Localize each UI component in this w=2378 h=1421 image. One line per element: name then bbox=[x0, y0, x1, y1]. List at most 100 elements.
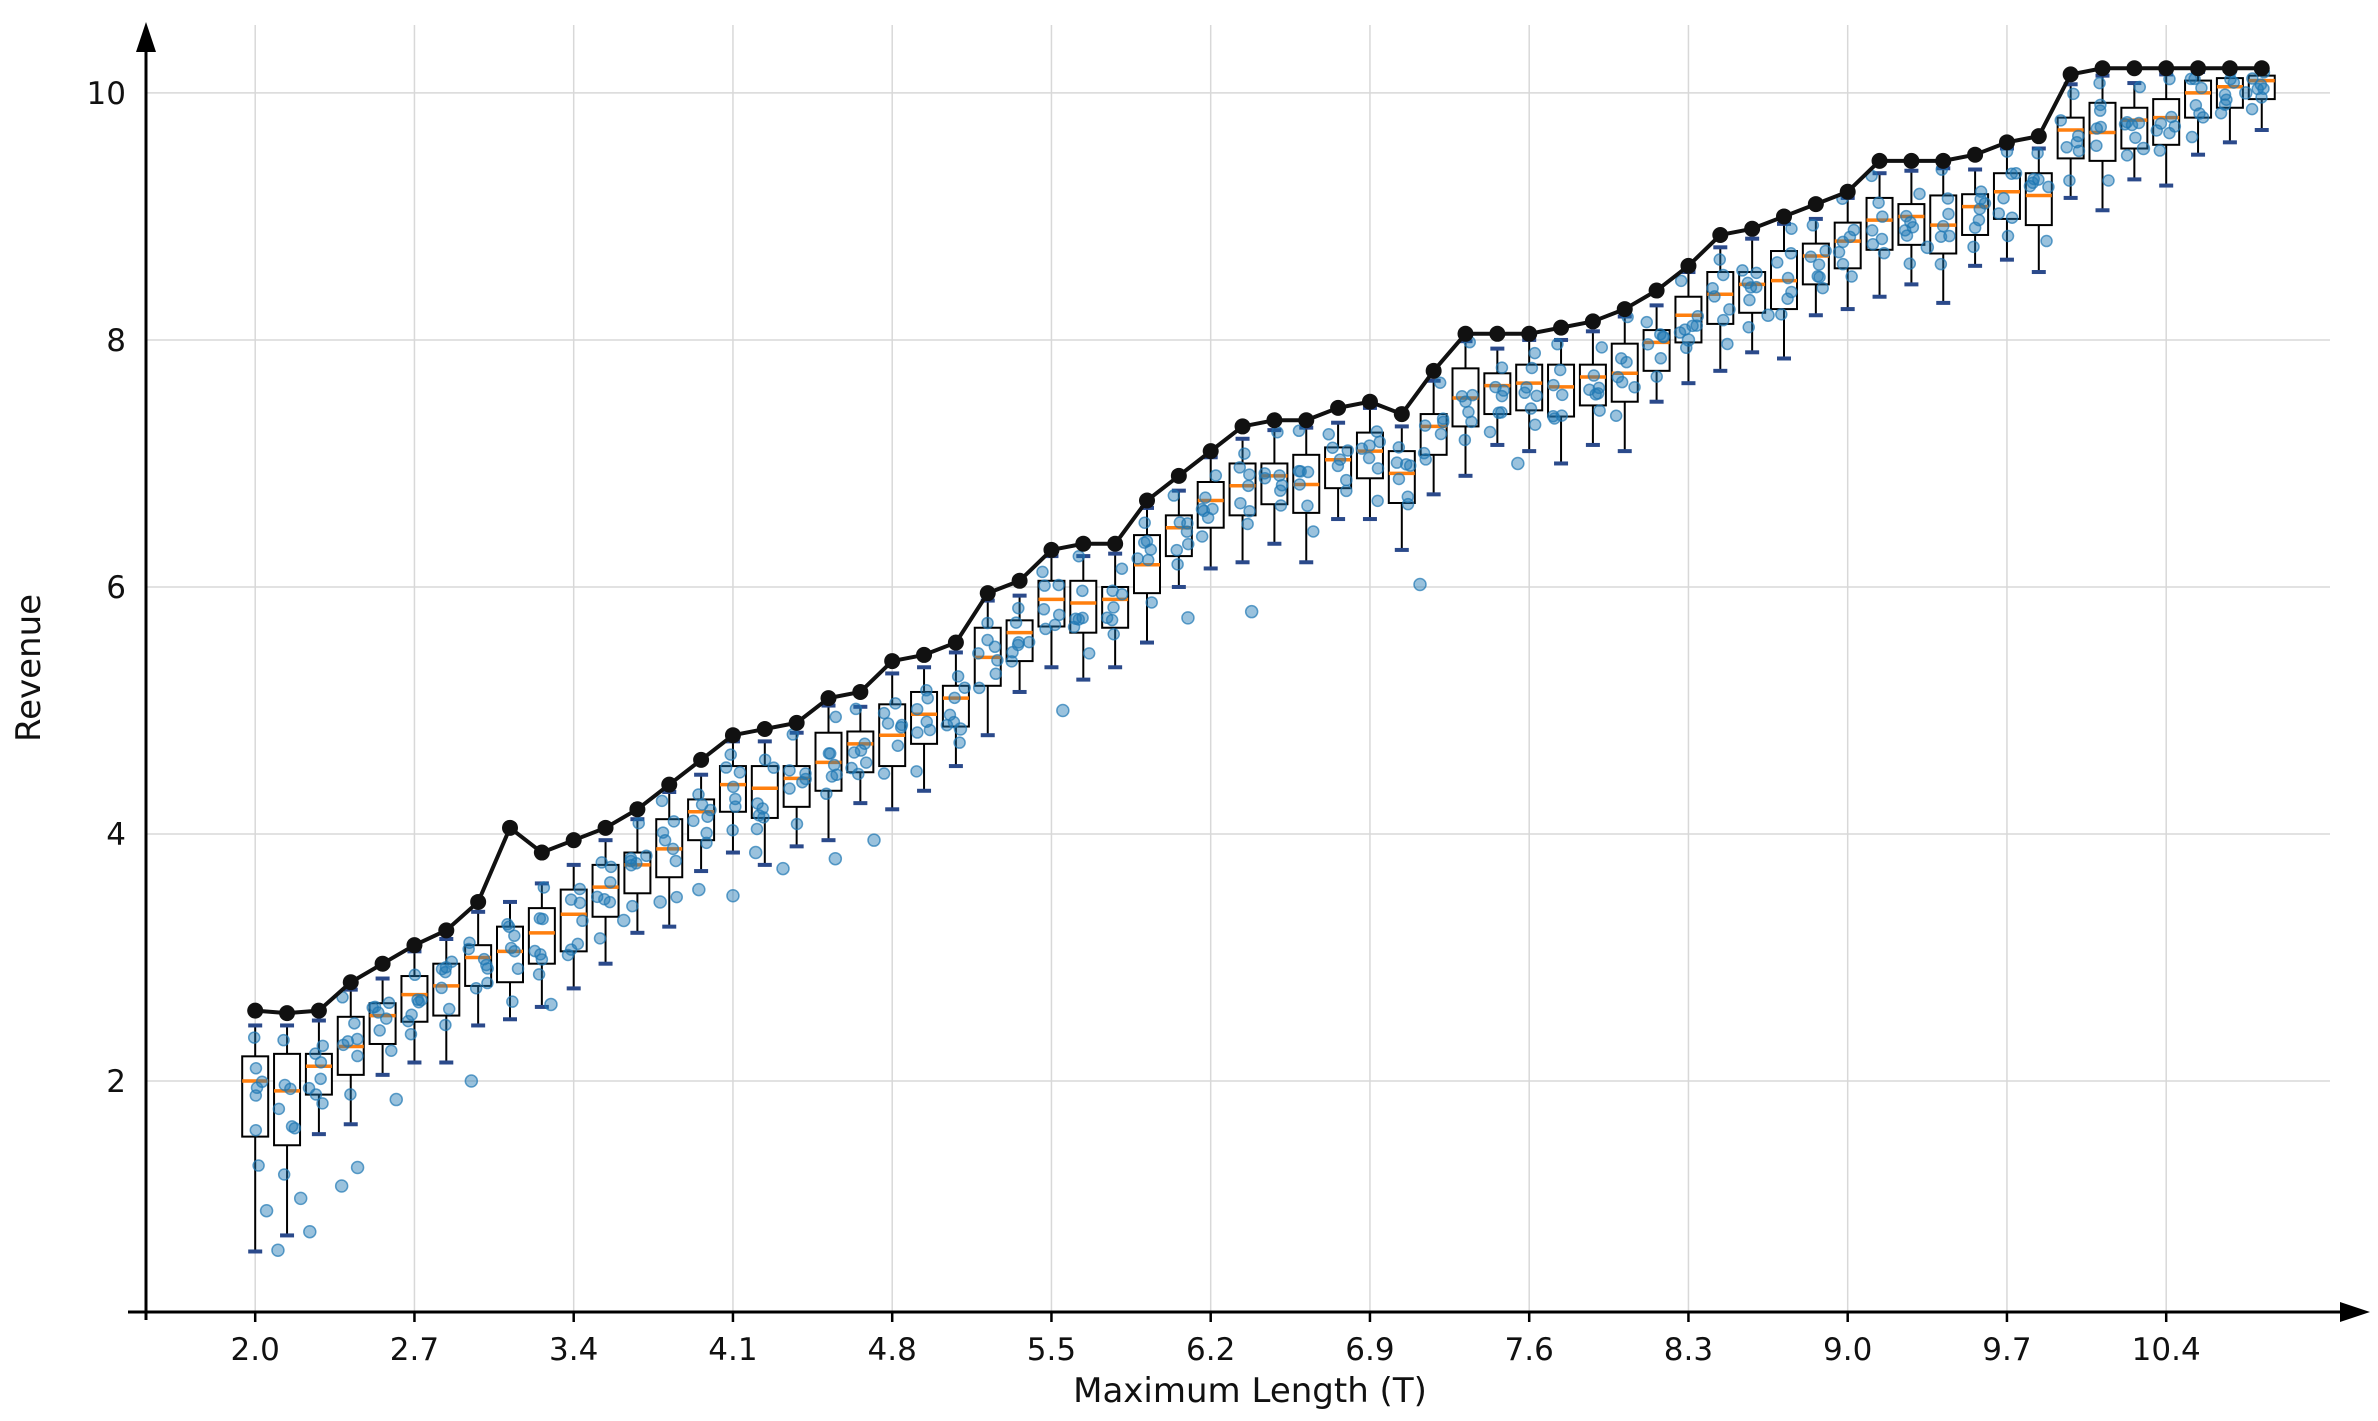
scatter-point bbox=[1941, 192, 1955, 205]
scatter-point bbox=[1181, 537, 1195, 551]
box-plot bbox=[1897, 168, 1926, 287]
scatter-point bbox=[2093, 104, 2107, 117]
scatter-point bbox=[626, 899, 639, 913]
scatter-point bbox=[1736, 264, 1749, 277]
scatter-point bbox=[1458, 433, 1472, 447]
outlier-points bbox=[259, 86, 2253, 1257]
box-plot bbox=[496, 899, 525, 1022]
iqr-box bbox=[241, 1055, 270, 1138]
scatter-point bbox=[1997, 191, 2010, 205]
scatter-point bbox=[1483, 425, 1497, 439]
scatter-point bbox=[1528, 418, 1542, 431]
scatter-point bbox=[1242, 479, 1255, 493]
scatter-point bbox=[1640, 315, 1653, 329]
scatter-point bbox=[1275, 478, 1289, 492]
max-line-marker bbox=[1680, 257, 1697, 274]
scatter-point bbox=[2042, 180, 2055, 194]
scatter-point bbox=[751, 797, 764, 810]
scatter-point bbox=[537, 881, 551, 894]
scatter-point bbox=[692, 788, 705, 801]
scatter-point bbox=[573, 882, 587, 896]
x-tick-label: 4.1 bbox=[708, 1332, 757, 1368]
scatter-point bbox=[1865, 224, 1879, 237]
scatter-point bbox=[1876, 210, 1889, 223]
scatter-point bbox=[1038, 579, 1051, 592]
scatter-point bbox=[1589, 388, 1602, 401]
scatter-point bbox=[1307, 525, 1320, 538]
scatter-point bbox=[972, 681, 986, 695]
box-plot bbox=[1992, 145, 2023, 262]
y-tick-label: 4 bbox=[106, 817, 126, 853]
scatter-point bbox=[1548, 412, 1561, 425]
scatter-point bbox=[595, 856, 608, 869]
box-plot bbox=[877, 671, 909, 812]
scatter-point bbox=[1271, 425, 1284, 439]
box-plot bbox=[1578, 329, 1609, 447]
scatter-point bbox=[1069, 612, 1082, 625]
box-plot bbox=[432, 936, 461, 1065]
scatter-point bbox=[1140, 534, 1154, 548]
box-plot bbox=[527, 881, 556, 1009]
scatter-point bbox=[1390, 456, 1404, 469]
scatter-point bbox=[1690, 319, 1703, 332]
scatter-point bbox=[2009, 167, 2023, 180]
outlier-point bbox=[1413, 577, 1427, 592]
scatter-point bbox=[1418, 419, 1432, 432]
scatter-point bbox=[385, 1044, 398, 1057]
scatter-point bbox=[767, 761, 780, 774]
max-line-marker bbox=[2221, 60, 2238, 77]
scatter-point bbox=[2054, 114, 2068, 127]
scatter-point bbox=[249, 1123, 263, 1137]
box-plot bbox=[910, 665, 939, 793]
max-line-marker bbox=[310, 1002, 327, 1019]
scatter-point bbox=[506, 995, 519, 1008]
scatter-point bbox=[1292, 424, 1306, 438]
max-line bbox=[247, 60, 2270, 1022]
scatter-point bbox=[1171, 558, 1184, 571]
box-plot bbox=[1322, 420, 1355, 522]
scatter-point bbox=[1680, 341, 1693, 355]
x-tick-label: 5.5 bbox=[1027, 1332, 1076, 1368]
scatter-point bbox=[1904, 215, 1917, 229]
scatter-point bbox=[1547, 378, 1560, 392]
scatter-point bbox=[1872, 196, 1885, 209]
box-plot bbox=[1515, 337, 1544, 454]
outlier-point bbox=[1244, 604, 1259, 619]
max-line-marker bbox=[438, 922, 455, 939]
scatter-point bbox=[1866, 237, 1880, 251]
scatter-point bbox=[1936, 219, 1950, 233]
scatter-point bbox=[1620, 355, 1633, 369]
scatter-point bbox=[1274, 499, 1288, 512]
scatter-point bbox=[1674, 274, 1688, 288]
max-line-marker bbox=[1170, 467, 1187, 484]
max-line-marker bbox=[1744, 220, 1761, 237]
scatter-point bbox=[700, 826, 713, 840]
scatter-point bbox=[1518, 386, 1531, 400]
scatter-point bbox=[1592, 381, 1606, 395]
scatter-point bbox=[404, 1027, 418, 1041]
scatter-point bbox=[1167, 489, 1181, 502]
scatter-point bbox=[889, 697, 902, 710]
scatter-point bbox=[2133, 80, 2147, 94]
max-line-marker bbox=[1967, 146, 1984, 163]
scatter-point bbox=[1530, 389, 1543, 403]
scatter-point bbox=[1241, 517, 1254, 531]
scatter-point bbox=[666, 842, 680, 856]
max-line-marker bbox=[1712, 226, 1729, 243]
scatter-point bbox=[1806, 219, 1820, 232]
max-line-marker bbox=[693, 751, 710, 768]
scatter-point bbox=[701, 810, 714, 823]
scatter-point bbox=[1903, 257, 1917, 270]
scatter-point bbox=[511, 962, 525, 975]
scatter-point bbox=[1528, 346, 1542, 360]
box-plot bbox=[687, 772, 717, 874]
scatter-point bbox=[726, 823, 739, 837]
max-line-marker bbox=[1361, 393, 1378, 410]
scatter-point bbox=[477, 952, 491, 966]
scatter-point bbox=[877, 767, 891, 780]
outlier-point bbox=[1920, 240, 1935, 255]
scatter-point bbox=[2005, 167, 2018, 181]
scatter-point bbox=[2150, 124, 2163, 137]
x-axis-label: Maximum Length (T) bbox=[1073, 1371, 1427, 1411]
outlier-point bbox=[953, 722, 968, 736]
